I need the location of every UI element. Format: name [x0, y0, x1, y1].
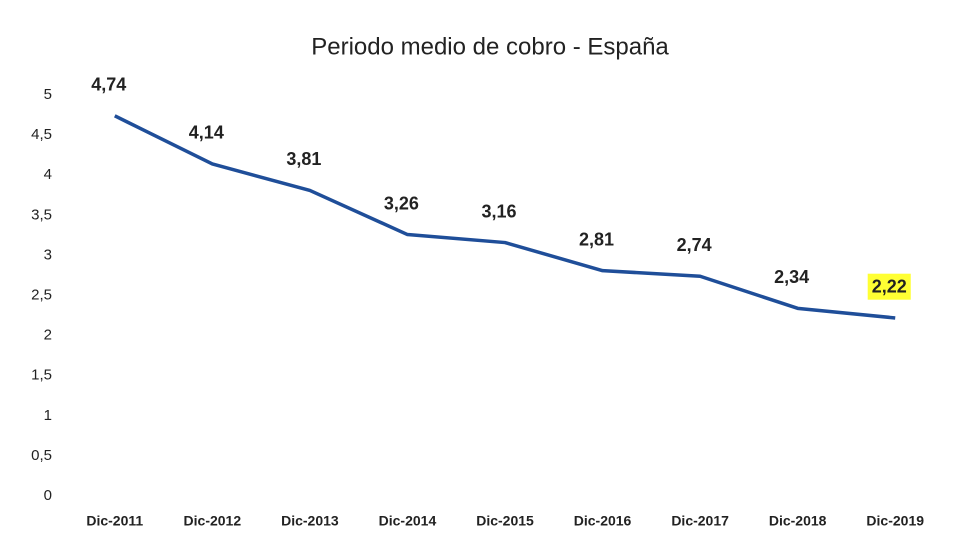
data-label: 2,74: [677, 235, 712, 255]
data-label: 2,22: [872, 277, 907, 297]
x-tick-label: Dic-2018: [769, 513, 827, 529]
data-label: 2,81: [579, 229, 614, 249]
data-label: 4,74: [91, 75, 126, 95]
y-tick-label: 5: [44, 86, 52, 103]
data-line: [114, 114, 896, 320]
y-tick-label: 0: [44, 487, 52, 504]
y-tick-label: 2: [44, 327, 52, 344]
x-tick-label: Dic-2011: [86, 513, 143, 529]
y-tick-label: 1: [44, 407, 52, 424]
y-tick-label: 3,5: [31, 206, 52, 223]
data-label: 2,34: [774, 267, 809, 287]
x-tick-label: Dic-2014: [379, 513, 437, 529]
data-label: 4,14: [189, 123, 224, 143]
x-tick-label: Dic-2015: [476, 513, 534, 529]
data-label: 3,26: [384, 193, 419, 213]
data-label: 3,16: [481, 201, 516, 221]
x-tick-label: Dic-2017: [671, 513, 729, 529]
chart-title: Periodo medio de cobro - España: [311, 33, 669, 60]
y-tick-label: 1,5: [31, 367, 52, 384]
y-tick-label: 4,5: [31, 126, 52, 143]
x-tick-label: Dic-2013: [281, 513, 339, 529]
y-tick-label: 0,5: [31, 447, 52, 464]
y-tick-label: 2,5: [31, 286, 52, 303]
x-tick-label: Dic-2016: [574, 513, 632, 529]
y-tick-label: 3: [44, 246, 52, 263]
highlight-box: [867, 273, 911, 300]
x-tick-label: Dic-2019: [866, 513, 924, 529]
y-tick-label: 4: [44, 166, 52, 183]
x-tick-label: Dic-2012: [184, 513, 242, 529]
data-label: 3,81: [286, 149, 321, 169]
